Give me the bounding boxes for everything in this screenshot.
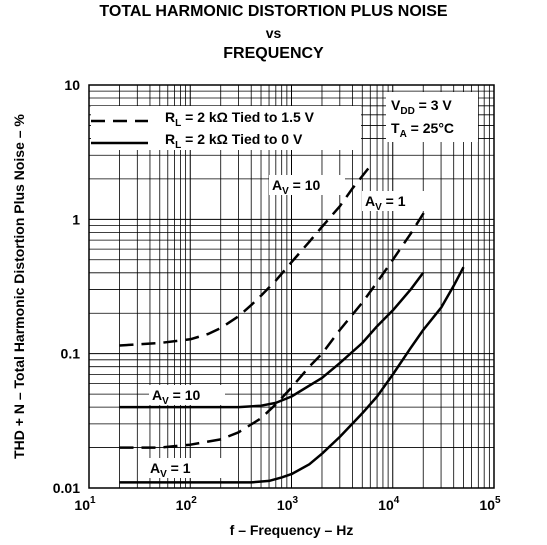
series-label-3: AV = 10 (152, 387, 201, 407)
plot-frame (88, 84, 495, 489)
series-labels: AV = 10 AV = 1 AV = 10 AV = 1 (147, 175, 438, 480)
conditions-background (386, 92, 478, 142)
y-tick-label: 1 (72, 211, 80, 227)
y-tick-label: 10 (64, 77, 80, 93)
x-tick-label: 103 (277, 495, 299, 513)
chart-title-line-1: TOTAL HARMONIC DISTORTION PLUS NOISE (99, 3, 448, 20)
x-tick-label: 101 (74, 495, 96, 513)
x-tick-label: 102 (176, 495, 198, 513)
condition-1: VDD = 3 V (391, 97, 452, 117)
series-layer (119, 165, 465, 484)
series-label-4: AV = 1 (150, 460, 191, 480)
series-label-background (147, 458, 223, 478)
series-line-3-solid (119, 272, 425, 409)
legend-label-2: RL = 2 kΩ Tied to 0 V (165, 131, 303, 151)
series-line-2-dashed (119, 187, 435, 449)
condition-2: TA = 25°C (391, 120, 454, 140)
x-tick-label: 105 (479, 495, 501, 513)
series-label-background (362, 191, 438, 211)
series-line-4-solid (119, 266, 465, 484)
y-tick-label: 0.01 (53, 480, 80, 496)
legend-label-1: RL = 2 kΩ Tied to 1.5 V (165, 109, 315, 129)
legend: RL = 2 kΩ Tied to 1.5 VRL = 2 kΩ Tied to… (91, 97, 454, 151)
chart-title-line-2: vs (265, 25, 282, 41)
y-axis-title: THD + N – Total Harmonic Distortion Plus… (11, 114, 27, 459)
series-label-2: AV = 1 (365, 193, 406, 213)
series-label-background (149, 385, 225, 405)
series-label-1: AV = 10 (272, 177, 321, 197)
chart-title-line-3: FREQUENCY (223, 45, 324, 62)
x-axis-title: f – Frequency – Hz (230, 522, 354, 538)
x-tick-label: 104 (378, 495, 400, 513)
y-tick-label: 0.1 (61, 346, 81, 362)
series-line-1-dashed (119, 165, 372, 347)
series-label-background (269, 175, 345, 195)
